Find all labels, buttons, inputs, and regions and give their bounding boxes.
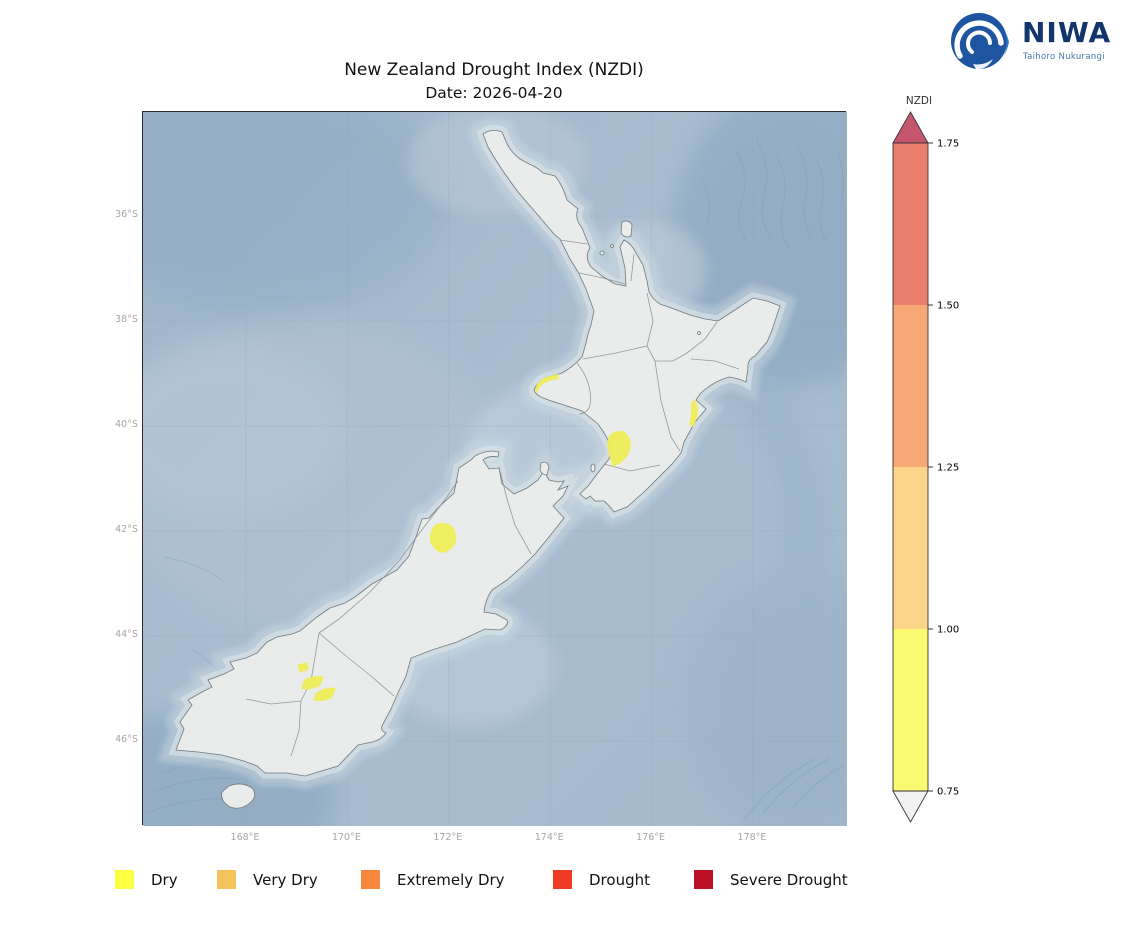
legend-swatch — [694, 870, 713, 889]
colorbar-svg: NZDI 1.75 1.50 1.25 1.00 0.75 — [892, 95, 959, 823]
legend-item: Very Dry — [217, 870, 318, 889]
legend-item: Severe Drought — [694, 870, 848, 889]
dry-patch-tasman — [429, 522, 457, 553]
niwa-tagline: Taihoro Nukurangi — [1023, 52, 1105, 62]
legend-item: Dry — [115, 870, 178, 889]
legend-item: Drought — [553, 870, 650, 889]
legend-swatch — [553, 870, 572, 889]
legend-swatch — [115, 870, 134, 889]
small-island — [610, 244, 614, 248]
colorbar-tick-label: 1.00 — [937, 625, 959, 636]
lat-tick-label: 36°S — [115, 209, 138, 220]
nz-map — [143, 112, 847, 826]
lat-tick-label: 44°S — [115, 629, 138, 640]
colorbar-over-arrow — [892, 111, 929, 144]
lon-tick-label: 170°E — [331, 832, 361, 843]
niwa-wordmark: NIWA — [1022, 16, 1112, 49]
colorbar-segment — [893, 143, 928, 305]
dry-patch-otago-2 — [301, 676, 324, 690]
drought-legend: Dry Very Dry Extremely Dry Drought Severe Dr… — [0, 862, 1140, 902]
legend-label: Extremely Dry — [397, 870, 505, 889]
nzdi-colorbar: NZDI 1.75 1.50 1.25 1.00 0.75 — [880, 90, 990, 838]
date-subtitle: Date: 2026-04-20 — [425, 84, 563, 102]
kapiti-island — [590, 463, 596, 473]
legend-item: Extremely Dry — [361, 870, 505, 889]
lat-tick-label: 46°S — [115, 734, 138, 745]
lat-tick-label: 38°S — [115, 314, 138, 325]
map-frame — [142, 111, 847, 826]
seafloor-ridges — [145, 138, 846, 822]
lon-tick-label: 174°E — [534, 832, 564, 843]
small-island — [599, 250, 605, 256]
colorbar-tick-label: 1.25 — [937, 463, 959, 474]
colorbar-tick-label: 1.75 — [937, 139, 959, 150]
drought-patches — [297, 374, 698, 702]
lat-tick-label: 42°S — [115, 524, 138, 535]
great-barrier-island — [620, 220, 633, 238]
colorbar-segment — [893, 305, 928, 467]
lat-tick-label: 40°S — [115, 419, 138, 430]
colorbar-tick-label: 0.75 — [937, 787, 959, 798]
landmass — [175, 130, 781, 809]
stewart-island — [221, 783, 256, 809]
colorbar-segment — [893, 467, 928, 629]
dry-patch-otago-1 — [297, 662, 309, 673]
colorbar-under-arrow — [892, 790, 929, 823]
legend-label: Drought — [589, 870, 650, 889]
legend-swatch — [217, 870, 236, 889]
south-island — [175, 450, 569, 777]
page-title: New Zealand Drought Index (NZDI) — [344, 60, 644, 80]
legend-label: Dry — [151, 870, 178, 889]
durville-island — [539, 461, 550, 476]
colorbar-tick-label: 1.50 — [937, 301, 959, 312]
legend-label: Severe Drought — [730, 870, 848, 889]
legend-label: Very Dry — [253, 870, 318, 889]
lon-tick-label: 176°E — [636, 832, 666, 843]
dry-patch-manawatu — [607, 430, 631, 467]
lon-tick-label: 172°E — [433, 832, 463, 843]
dry-patch-taranaki — [535, 374, 559, 394]
colorbar-segment — [893, 629, 928, 791]
dry-patch-otago-3 — [313, 687, 336, 702]
legend-swatch — [361, 870, 380, 889]
niwa-swirl-icon — [951, 13, 1009, 70]
lon-tick-label: 168°E — [230, 832, 260, 843]
small-island — [697, 331, 701, 335]
title-block: New Zealand Drought Index (NZDI) Date: 2… — [142, 58, 846, 104]
niwa-logo: NIWA Taihoro Nukurangi — [950, 9, 1130, 75]
lon-tick-label: 178°E — [737, 832, 767, 843]
dry-patch-hawkes-bay — [689, 399, 698, 427]
colorbar-title: NZDI — [906, 95, 932, 107]
